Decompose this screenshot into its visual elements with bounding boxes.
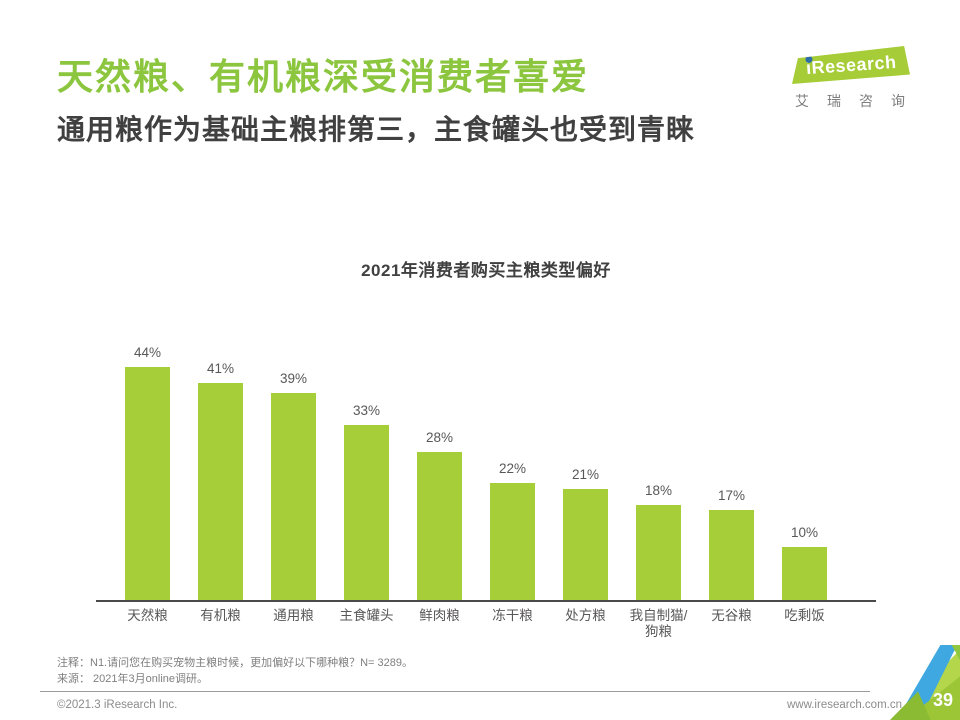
x-axis-label: 通用粮 (273, 608, 314, 623)
x-axis-label: 吃剩饭 (784, 608, 825, 623)
logo-i-dot-icon (804, 55, 813, 63)
bar (636, 505, 681, 600)
bar-column: 10% (768, 525, 841, 600)
bar (490, 483, 535, 600)
bar (417, 452, 462, 600)
x-axis-label: 天然粮 (127, 608, 168, 623)
bar-value-label: 18% (644, 483, 673, 498)
bar-column: 33% (330, 403, 403, 600)
bar-column: 18% (622, 483, 695, 600)
bar (125, 367, 170, 600)
footnotes: 注释：N1.请问您在购买宠物主粮时候，更加偏好以下哪种粮？N= 3289。 来源… (57, 656, 413, 688)
footnote-note: 注释：N1.请问您在购买宠物主粮时候，更加偏好以下哪种粮？N= 3289。 (57, 657, 414, 669)
x-axis-line (96, 600, 876, 602)
bar-value-label: 21% (571, 467, 600, 482)
corner-decoration: 39 (890, 645, 960, 720)
chart-title: 2021年消费者购买主粮类型偏好 (361, 261, 611, 280)
x-axis-label: 处方粮 (565, 608, 606, 623)
footer-divider (40, 691, 870, 692)
bar-value-label: 22% (498, 461, 527, 476)
bar-column: 28% (403, 430, 476, 600)
footer-website: www.iresearch.com.cn (786, 699, 902, 711)
page-subtitle: 通用粮作为基础主粮排第三，主食罐头也受到青睐 (57, 114, 696, 145)
bar-value-label: 10% (790, 525, 819, 540)
bar (198, 383, 243, 600)
x-axis-label: 无谷粮 (711, 608, 752, 623)
bar-value-label: 17% (717, 488, 746, 503)
bar-column: 22% (476, 461, 549, 600)
x-axis-label: 鲜肉粮 (419, 608, 460, 623)
bar-value-label: 33% (352, 403, 381, 418)
x-axis-label: 冻干粮 (492, 608, 533, 623)
bar (782, 547, 827, 600)
bar-column: 17% (695, 488, 768, 600)
bar (709, 510, 754, 600)
bar-column: 39% (257, 371, 330, 600)
page-title: 天然粮、有机粮深受消费者喜爱 (57, 56, 590, 97)
logo-banner: iResearch (792, 46, 910, 84)
bar (271, 393, 316, 600)
footnote-source: 来源： 2021年3月online调研。 (57, 672, 209, 685)
x-axis-label: 主食罐头 (339, 608, 394, 623)
bars-row: 44% 41% 39% 33% 28% 22% 21% 18% 17% 10% (96, 340, 876, 600)
bar-column: 21% (549, 467, 622, 600)
bar-column: 41% (184, 361, 257, 600)
iresearch-logo: iResearch 艾瑞咨询 (785, 46, 910, 111)
x-axis-label: 我自制猫/ 狗粮 (629, 608, 688, 640)
bar-value-label: 41% (206, 361, 235, 376)
logo-brand-label: iResearch (805, 51, 897, 78)
bar-value-label: 44% (133, 345, 162, 360)
x-labels-row: 天然粮 有机粮 通用粮 主食罐头 鲜肉粮 冻干粮 处方粮 我自制猫/ 狗粮 无谷粮 吃剩饭 (96, 608, 876, 640)
page-number: 39 (932, 690, 953, 710)
bar-column: 44% (111, 345, 184, 600)
footer-copyright: ©2021.3 iResearch Inc. (57, 699, 178, 711)
bar-value-label: 39% (279, 371, 308, 386)
logo-brand-text: iResearch (804, 51, 897, 78)
bar (344, 425, 389, 600)
bar-value-label: 28% (425, 430, 454, 445)
logo-chinese-name: 艾瑞咨询 (795, 93, 923, 109)
x-axis-label: 有机粮 (200, 608, 241, 623)
bar (563, 489, 608, 600)
